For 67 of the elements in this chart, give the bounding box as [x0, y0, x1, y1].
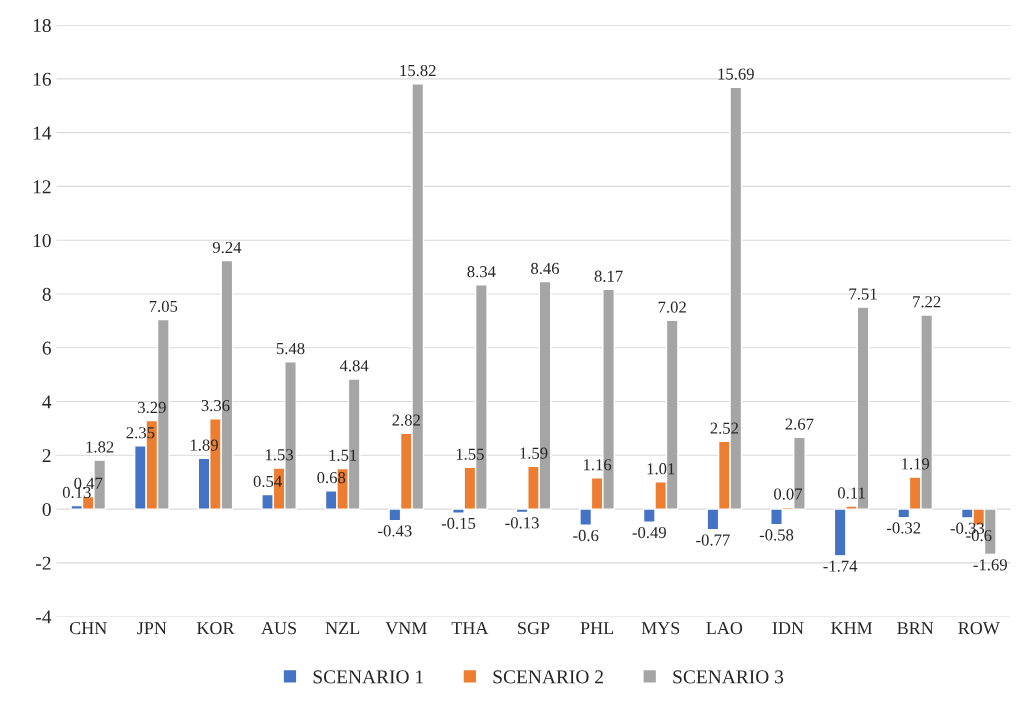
- y-tick-label: 10: [33, 234, 51, 248]
- data-label: 7.05: [149, 300, 178, 313]
- data-label: -0.32: [887, 522, 921, 534]
- y-tick-label: 14: [33, 126, 52, 140]
- y-tick-label: 16: [33, 72, 51, 86]
- data-label: 9.24: [212, 241, 242, 254]
- data-label: 7.22: [913, 296, 941, 308]
- data-label: -0.13: [505, 517, 539, 529]
- data-label: -1.74: [823, 560, 858, 572]
- data-label: 0.07: [774, 488, 803, 500]
- data-label: 8.17: [594, 270, 623, 282]
- x-tick-label: KOR: [196, 622, 235, 635]
- data-label: 1.59: [520, 447, 548, 459]
- data-label: 0.11: [837, 487, 865, 499]
- data-label: -0.6: [573, 529, 599, 542]
- x-tick-label: CHN: [69, 622, 107, 635]
- y-tick-label: 6: [42, 341, 51, 355]
- data-label: -0.58: [759, 529, 794, 541]
- y-tick-label: 2: [42, 449, 51, 463]
- data-label: 3.29: [138, 401, 166, 414]
- x-tick-label: IDN: [772, 622, 804, 635]
- data-label: 8.46: [531, 262, 560, 275]
- data-label: 4.84: [339, 360, 369, 372]
- x-tick-label: VNM: [385, 622, 427, 635]
- x-tick-label: PHL: [580, 622, 614, 635]
- data-label: 15.82: [400, 64, 436, 77]
- data-label: -1.69: [973, 559, 1007, 571]
- y-tick-label: 12: [33, 180, 51, 194]
- data-label: 2.67: [785, 418, 814, 430]
- data-label: 2.82: [392, 414, 420, 426]
- x-tick-label: ROW: [958, 622, 1000, 635]
- data-label: 1.19: [902, 458, 930, 470]
- y-tick-label: 0: [42, 502, 51, 517]
- data-label: 1.55: [456, 448, 484, 460]
- data-label: -0.43: [378, 525, 412, 537]
- x-tick-label: AUS: [261, 622, 297, 635]
- data-label: 1.51: [329, 449, 357, 461]
- data-label: -0.49: [632, 526, 666, 539]
- y-tick-label: 4: [42, 395, 52, 409]
- data-label: 1.53: [265, 449, 293, 461]
- x-tick-label: KHM: [831, 622, 873, 635]
- x-tick-label: BRN: [897, 622, 934, 635]
- data-label: 3.36: [201, 399, 230, 412]
- y-tick-label: -2: [36, 556, 51, 570]
- data-label: 7.51: [849, 288, 877, 300]
- data-label: 1.01: [647, 463, 675, 475]
- x-tick-label: SGP: [518, 622, 550, 635]
- data-label: 5.48: [276, 342, 305, 355]
- x-tick-label: THA: [451, 622, 489, 635]
- x-tick-label: MYS: [641, 622, 680, 635]
- data-label: 1.82: [86, 441, 114, 453]
- legend-label: SCENARIO 1: [313, 670, 423, 684]
- y-tick-label: -4: [36, 610, 52, 624]
- data-label: -0.15: [441, 517, 476, 530]
- data-label: 15.69: [718, 68, 754, 80]
- legend-label: SCENARIO 2: [493, 670, 603, 684]
- x-tick-label: JPN: [137, 622, 167, 635]
- x-tick-label: LAO: [706, 622, 743, 635]
- data-label: 8.34: [467, 266, 496, 278]
- y-tick-label: 18: [33, 18, 51, 33]
- y-tick-label: 8: [42, 287, 51, 301]
- data-label: -0.77: [696, 534, 730, 546]
- data-label: 7.02: [658, 301, 686, 313]
- x-tick-label: NZL: [325, 622, 360, 635]
- data-label: 2.52: [710, 422, 739, 434]
- legend-label: SCENARIO 3: [673, 670, 784, 684]
- data-label: 1.16: [584, 459, 612, 471]
